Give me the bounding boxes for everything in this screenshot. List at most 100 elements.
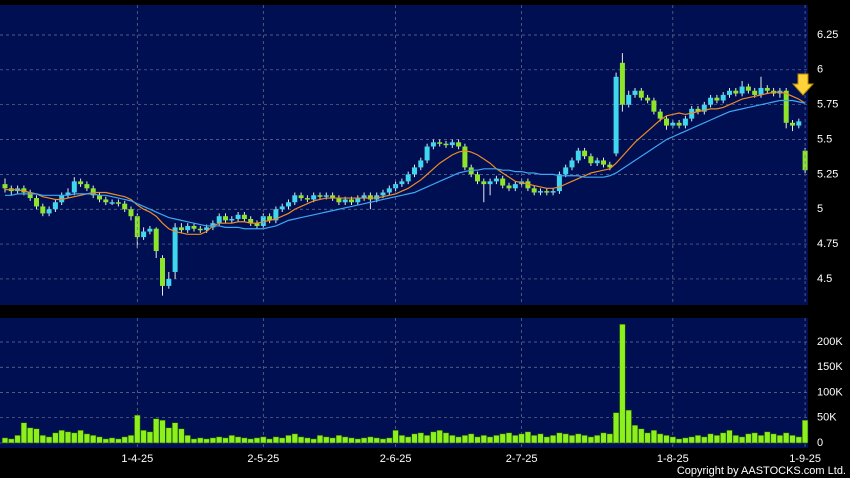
volume-bar [638, 428, 645, 444]
volume-bar [411, 433, 418, 444]
volume-bar [90, 435, 97, 444]
volume-bar [310, 438, 317, 444]
candle-body [109, 202, 115, 204]
volume-bar [203, 438, 210, 444]
candle-body [122, 203, 128, 210]
candle-body [248, 218, 254, 224]
candle-body [59, 195, 65, 203]
y-tick-label: 0 [817, 437, 823, 449]
volume-bar [587, 436, 594, 444]
x-tick-label: 2-5-25 [247, 453, 279, 465]
candle-body [783, 90, 789, 123]
volume-bar [14, 435, 21, 444]
volume-bar [669, 436, 676, 444]
candle-body [97, 195, 102, 200]
volume-bar [8, 438, 15, 444]
y-tick-label: 4.75 [817, 238, 838, 250]
candle-body [52, 202, 58, 210]
volume-bar [58, 430, 65, 444]
candle-body [531, 188, 537, 193]
volume-bar [247, 438, 254, 444]
volume-bar [688, 436, 695, 444]
y-tick-label: 150K [817, 361, 843, 373]
candle-body [197, 228, 203, 231]
volume-bar [109, 437, 116, 444]
x-tick-label: 1-9-25 [789, 453, 821, 465]
candle-body [254, 223, 260, 226]
y-tick-label: 5 [817, 203, 823, 215]
candle-body [27, 192, 33, 199]
candle-body [34, 198, 39, 207]
volume-bar [323, 436, 330, 444]
candle-body [619, 62, 625, 105]
candle-body [355, 198, 361, 203]
volume-bar [657, 433, 664, 444]
y-tick-label: 100K [817, 386, 843, 398]
volume-bar [663, 435, 670, 444]
candle-body [525, 181, 531, 189]
candle-body [235, 214, 241, 219]
volume-bar [783, 432, 790, 444]
candle-body [317, 195, 323, 197]
volume-bar [285, 435, 292, 444]
candle-body [412, 167, 417, 175]
volume-bar [172, 422, 179, 444]
volume-bar [348, 437, 355, 444]
candle-body [538, 191, 543, 193]
candle-body [166, 278, 172, 286]
candle-body [512, 184, 518, 189]
candle-body [462, 146, 468, 168]
candle-body [475, 174, 480, 182]
candle-body [386, 188, 392, 193]
moving-average-line [5, 99, 806, 230]
volume-bar [619, 324, 626, 444]
candle-body [739, 86, 745, 94]
volume-bar [379, 438, 387, 444]
candle-body [582, 150, 588, 157]
candle-body [727, 90, 732, 95]
x-tick-label: 2-7-25 [506, 453, 538, 465]
candle-body [676, 122, 682, 126]
candle-body [645, 97, 651, 101]
volume-bar [802, 419, 809, 444]
candle-body [449, 142, 455, 146]
volume-bar [64, 431, 72, 444]
candle-body [160, 258, 165, 286]
volume-bar [115, 438, 122, 444]
volume-bar [228, 435, 235, 444]
candle-body [115, 202, 121, 204]
volume-bar [518, 433, 525, 444]
candle-body [71, 181, 77, 193]
volume-bar [52, 432, 59, 444]
candle-body [626, 94, 632, 105]
volume-bar [468, 433, 475, 444]
candle-body [216, 216, 222, 224]
candle-body [430, 142, 436, 147]
volume-bar [279, 437, 286, 444]
candle-body [790, 122, 795, 126]
volume-bar [134, 414, 141, 444]
candle-body [506, 185, 512, 189]
candle-body [330, 195, 336, 199]
volume-bar [682, 437, 689, 444]
volume-bar [474, 436, 481, 444]
candle-body [185, 225, 191, 231]
volume-bar [197, 437, 204, 444]
candle-body [563, 167, 569, 175]
candle-body [374, 195, 380, 200]
y-tick-label: 5.25 [817, 168, 838, 180]
y-tick-label: 200K [817, 336, 843, 348]
volume-bar [556, 432, 563, 444]
candle-body [468, 167, 474, 175]
candle-body [708, 97, 714, 105]
volume-bar [581, 435, 588, 444]
candle-body [361, 195, 367, 199]
candle-body [796, 121, 802, 126]
volume-bar [367, 436, 374, 444]
volume-bar [436, 430, 443, 444]
volume-bar [102, 438, 109, 444]
volume-bar [499, 433, 506, 444]
candle-body [424, 146, 430, 161]
volume-bar [524, 431, 531, 444]
volume-bar [335, 435, 342, 444]
